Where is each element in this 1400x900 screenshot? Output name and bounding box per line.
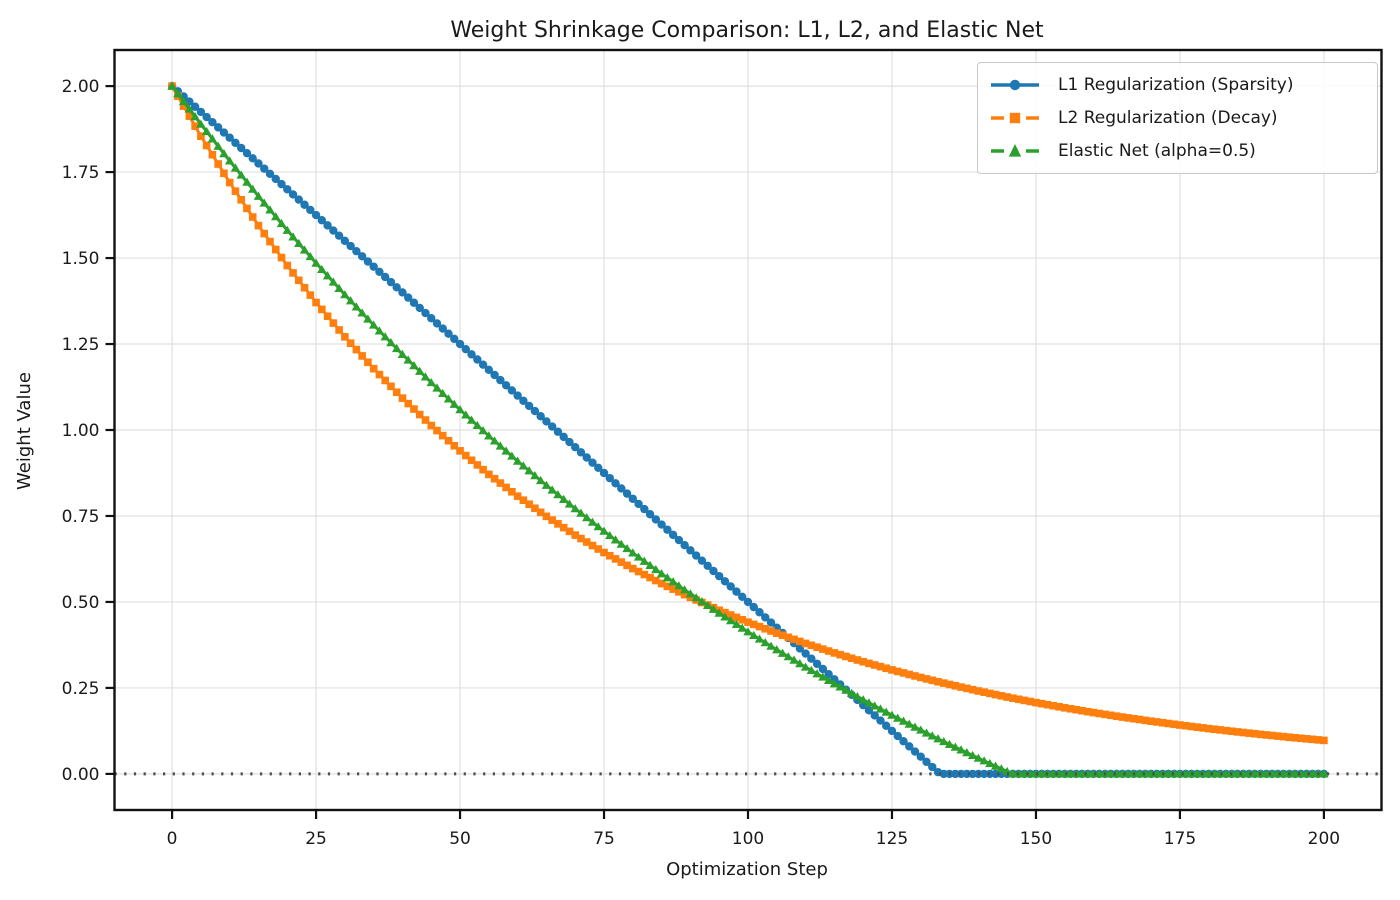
y-tick-label: 1.00	[62, 421, 100, 441]
x-tick-label: 175	[1164, 829, 1196, 849]
y-tick-label: 0.25	[62, 679, 100, 699]
legend-item-l2: L2 Regularization (Decay)	[986, 102, 1369, 134]
elastic-net-line-marker-icon	[991, 144, 1039, 157]
grid-lines	[114, 50, 1382, 810]
x-tick-label: 0	[167, 829, 178, 849]
x-tick-label: 125	[876, 829, 908, 849]
data-series-layer	[167, 81, 1329, 779]
legend-label-l2: L2 Regularization (Decay)	[1058, 108, 1278, 128]
chart-title: Weight Shrinkage Comparison: L1, L2, and…	[450, 18, 1044, 43]
legend-item-elastic-net: Elastic Net (alpha=0.5)	[986, 135, 1369, 167]
legend-label-elastic-net: Elastic Net (alpha=0.5)	[1058, 141, 1256, 161]
y-tick-label: 0.50	[62, 593, 100, 613]
x-tick-label: 25	[305, 829, 327, 849]
l2-line-marker-icon	[991, 112, 1039, 124]
series-2	[167, 81, 1329, 778]
y-tick-label: 2.00	[62, 77, 100, 97]
x-axis-label: Optimization Step	[666, 859, 828, 880]
y-axis-label: Weight Value	[14, 372, 35, 490]
legend: L1 Regularization (Sparsity) L2 Regulari…	[977, 62, 1378, 174]
legend-item-l1: L1 Regularization (Sparsity)	[986, 69, 1369, 101]
legend-label-l1: L1 Regularization (Sparsity)	[1058, 75, 1294, 95]
y-tick-label: 0.75	[62, 507, 100, 527]
y-tick-label: 1.25	[62, 335, 100, 355]
y-tick-label: 0.00	[62, 765, 100, 785]
x-tick-label: 75	[593, 829, 615, 849]
y-tick-label: 1.75	[62, 163, 100, 183]
x-tick-label: 100	[732, 829, 764, 849]
y-tick-label: 1.50	[62, 249, 100, 269]
x-tick-label: 200	[1308, 829, 1340, 849]
x-tick-label: 50	[449, 829, 471, 849]
axes-layer: 0 25 50 75 100 125 150 175 200 0.00 0.25 0.50 0.75 1.…	[62, 48, 1383, 849]
x-tick-label: 150	[1020, 829, 1052, 849]
l1-line-marker-icon	[991, 79, 1039, 91]
